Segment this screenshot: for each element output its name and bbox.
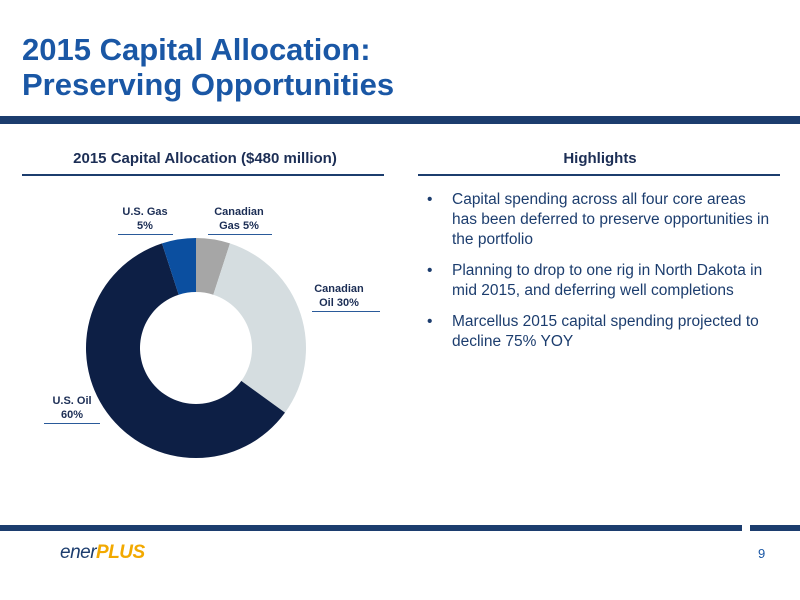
- slice-label-canadian-oil-underline: [312, 311, 380, 312]
- page-title: 2015 Capital Allocation: Preserving Oppo…: [22, 32, 394, 102]
- slice-canadian-oil: [213, 243, 306, 413]
- logo-text-plus: PLUS: [96, 542, 145, 563]
- highlights-heading-rule: [418, 174, 780, 176]
- bullet-dot-icon: •: [427, 313, 433, 330]
- slice-label-us-gas-underline: [118, 234, 173, 235]
- bullet-dot-icon: •: [427, 262, 433, 279]
- highlight-item: • Planning to drop to one rig in North Da…: [424, 261, 774, 301]
- highlight-item: • Capital spending across all four core a…: [424, 190, 774, 250]
- highlight-item: • Marcellus 2015 capital spending project…: [424, 312, 774, 352]
- page-title-line-1: 2015 Capital Allocation:: [22, 32, 371, 67]
- highlight-text: Capital spending across all four core ar…: [452, 191, 770, 248]
- highlights-list: • Capital spending across all four core a…: [424, 190, 774, 363]
- footer-divider: [0, 525, 742, 531]
- slice-label-us-oil: U.S. Oil 60%: [42, 394, 102, 422]
- bullet-dot-icon: •: [427, 191, 433, 208]
- donut-chart: [85, 238, 306, 458]
- slice-canadian-gas: [196, 238, 230, 295]
- slice-label-canadian-gas-underline: [208, 234, 272, 235]
- page-title-line-2: Preserving Opportunities: [22, 67, 395, 102]
- slice-label-us-oil-line-2: 60%: [60, 409, 84, 421]
- title-divider: [0, 116, 800, 124]
- page-number: 9: [758, 546, 766, 561]
- logo-text-ener: ener: [60, 542, 97, 563]
- slice-label-canadian-gas: Canadian Gas 5%: [200, 205, 278, 233]
- slice-us-gas: [162, 238, 196, 295]
- slice-label-canadian-oil-line-2: Oil 30%: [319, 297, 359, 309]
- slice-label-canadian-gas-line-2: Gas 5%: [219, 220, 259, 232]
- chart-heading-rule: [22, 174, 384, 176]
- slice-label-us-gas-line-2: 5%: [137, 220, 153, 232]
- chart-heading: 2015 Capital Allocation ($480 million): [73, 150, 337, 167]
- slice-label-us-gas: U.S. Gas 5%: [110, 205, 180, 233]
- highlight-text: Planning to drop to one rig in North Dak…: [452, 262, 763, 299]
- footer-divider-end: [750, 525, 800, 531]
- slice-label-us-gas-line-1: U.S. Gas: [122, 206, 168, 218]
- slice-us-oil: [85, 243, 285, 458]
- slice-label-canadian-oil-line-1: Canadian: [314, 283, 364, 295]
- company-logo: enerPLUS: [60, 542, 145, 564]
- slice-label-us-oil-line-1: U.S. Oil: [52, 395, 92, 407]
- slice-label-canadian-oil: Canadian Oil 30%: [304, 282, 374, 310]
- slice-label-canadian-gas-line-1: Canadian: [214, 206, 264, 218]
- highlights-heading: Highlights: [563, 150, 637, 167]
- highlight-text: Marcellus 2015 capital spending projecte…: [452, 313, 759, 350]
- slice-label-us-oil-underline: [44, 423, 100, 424]
